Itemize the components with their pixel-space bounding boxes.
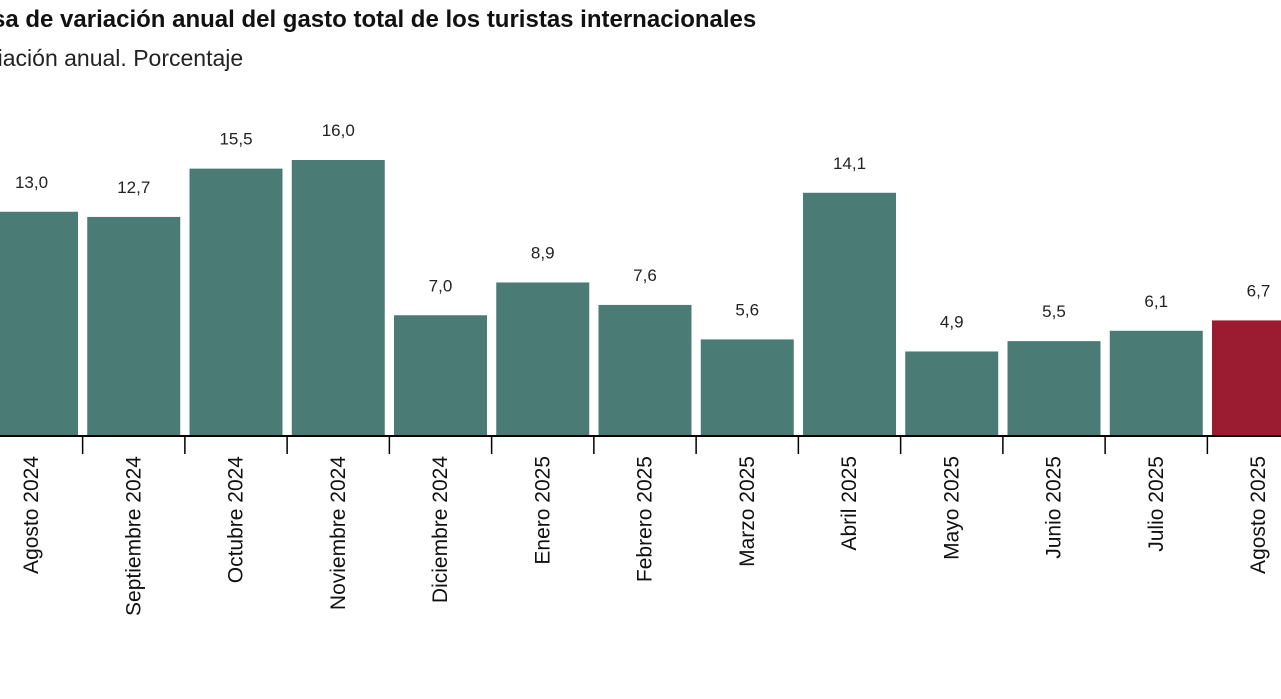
x-tick-label-diciembre-2024: Diciembre 2024 [429, 456, 452, 603]
bar-agosto-2025 [1212, 320, 1281, 436]
value-labels-group: 13,0 12,7 15,5 16,0 7,0 8,9 7,6 5,6 14,1 4,9 5,5 6,… [15, 121, 1270, 331]
value-label-marzo-2025: 5,6 [735, 300, 759, 319]
x-tick-label-octubre-2024: Octubre 2024 [225, 456, 248, 584]
x-tick-label-febrero-2025: Febrero 2025 [634, 456, 657, 582]
x-tick-label-mayo-2025: Mayo 2025 [940, 456, 963, 560]
x-tick-label-julio-2025: Julio 2025 [1145, 456, 1168, 552]
bar-marzo-2025 [700, 339, 794, 436]
x-tick-label-abril-2025: Abril 2025 [838, 456, 861, 551]
x-tick-label-septiembre-2024: Septiembre 2024 [122, 456, 145, 616]
value-label-junio-2025: 5,5 [1042, 302, 1066, 321]
bars-group [0, 160, 1281, 436]
bar-septiembre-2024 [87, 216, 181, 436]
bar-octubre-2024 [189, 168, 283, 436]
value-label-septiembre-2024: 12,7 [117, 178, 150, 197]
x-tick-label-junio-2025: Junio 2025 [1043, 456, 1066, 559]
chart-subtitle: riación anual. Porcentaje [0, 45, 244, 71]
bar-diciembre-2024 [394, 315, 487, 436]
value-label-abril-2025: 14,1 [833, 154, 866, 173]
bar-julio-2025 [1109, 330, 1203, 436]
value-label-agosto-2025: 6,7 [1247, 281, 1271, 300]
value-label-agosto-2024: 13,0 [15, 173, 48, 192]
value-label-octubre-2024: 15,5 [219, 130, 252, 149]
x-tick-label-noviembre-2024: Noviembre 2024 [327, 456, 350, 610]
bar-junio-2025 [1007, 341, 1101, 436]
value-label-mayo-2025: 4,9 [940, 312, 964, 331]
bar-mayo-2025 [905, 351, 999, 436]
x-tick-labels-group: Agosto 2024 Septiembre 2024 Octubre 2024 No… [20, 456, 1270, 616]
x-tick-label-agosto-2025: Agosto 2025 [1247, 456, 1270, 574]
x-tick-label-enero-2025: Enero 2025 [531, 456, 554, 565]
value-label-noviembre-2024: 16,0 [322, 121, 355, 140]
x-tick-label-marzo-2025: Marzo 2025 [736, 456, 759, 567]
value-label-enero-2025: 8,9 [531, 243, 555, 262]
x-tick-label-agosto-2024: Agosto 2024 [20, 456, 43, 574]
bar-abril-2025 [803, 192, 896, 436]
value-label-julio-2025: 6,1 [1144, 292, 1168, 311]
value-label-febrero-2025: 7,6 [633, 266, 657, 285]
bar-febrero-2025 [598, 304, 692, 436]
bar-enero-2025 [496, 282, 590, 436]
chart-title: sa de variación anual del gasto total de… [0, 6, 757, 33]
bar-agosto-2024 [0, 211, 78, 436]
value-label-diciembre-2024: 7,0 [429, 276, 453, 295]
bar-noviembre-2024 [291, 160, 385, 436]
x-ticks-group [81, 436, 1209, 454]
